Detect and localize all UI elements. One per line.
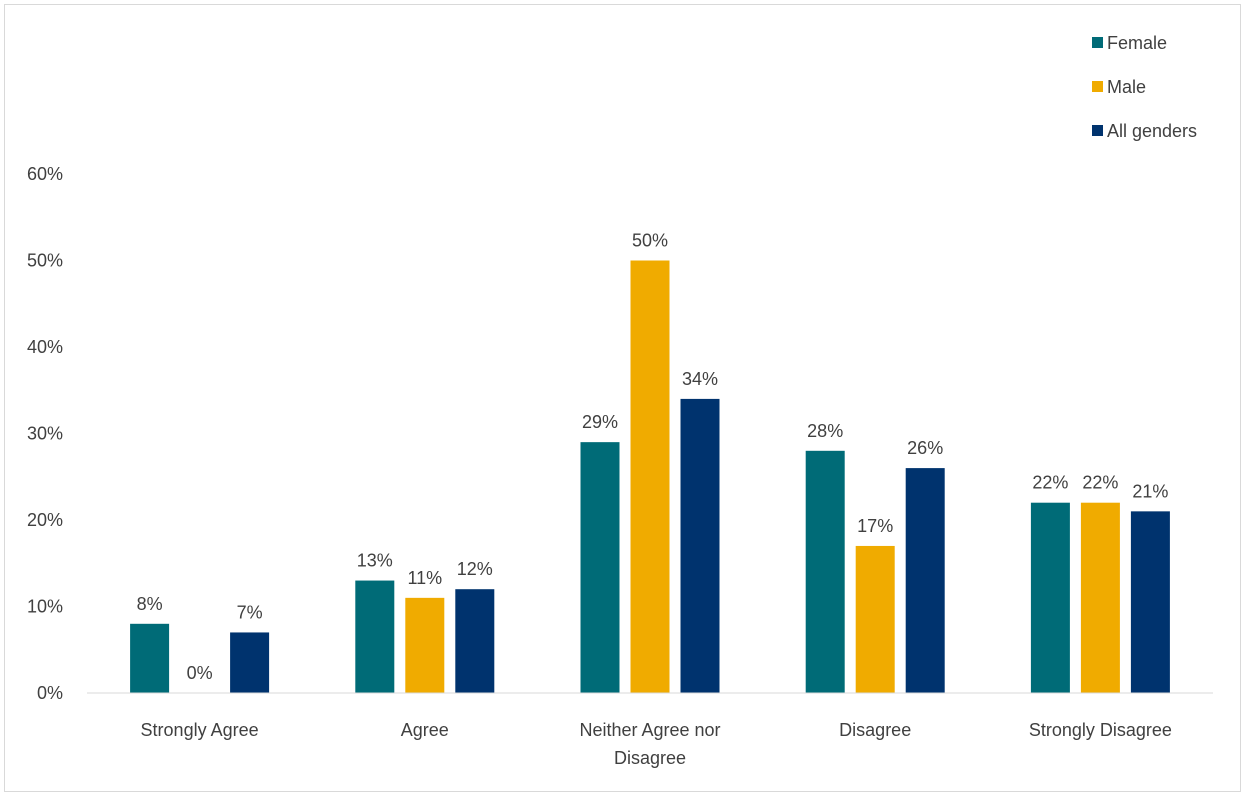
bar-all-genders bbox=[455, 589, 495, 693]
category-label: Strongly Agree bbox=[141, 720, 259, 740]
bar-male bbox=[855, 545, 895, 693]
y-tick-label: 0% bbox=[37, 683, 63, 703]
bar-female bbox=[580, 442, 620, 693]
category-label: Disagree bbox=[839, 720, 911, 740]
data-label: 22% bbox=[1082, 473, 1118, 493]
data-label: 8% bbox=[137, 594, 163, 614]
y-tick-label: 10% bbox=[27, 597, 63, 617]
y-tick-label: 30% bbox=[27, 424, 63, 444]
bar-all-genders bbox=[1130, 511, 1170, 693]
bar-male bbox=[405, 597, 445, 693]
data-label: 34% bbox=[682, 369, 718, 389]
data-label: 28% bbox=[807, 421, 843, 441]
bar-all-genders bbox=[905, 468, 945, 693]
bar-female bbox=[130, 623, 170, 693]
y-tick-label: 50% bbox=[27, 251, 63, 271]
data-label: 50% bbox=[632, 231, 668, 251]
category-label: Strongly Disagree bbox=[1029, 720, 1172, 740]
bar-female bbox=[1030, 502, 1070, 693]
legend-label: Male bbox=[1107, 77, 1146, 97]
y-tick-label: 60% bbox=[27, 164, 63, 184]
legend-label: All genders bbox=[1107, 121, 1197, 141]
bar-male bbox=[630, 260, 670, 693]
bar-female bbox=[805, 450, 845, 693]
legend-swatch bbox=[1092, 81, 1103, 92]
data-label: 13% bbox=[357, 551, 393, 571]
legend-label: Female bbox=[1107, 33, 1167, 53]
y-tick-label: 40% bbox=[27, 337, 63, 357]
bar-all-genders bbox=[230, 632, 270, 693]
data-label: 12% bbox=[457, 559, 493, 579]
category-label: Neither Agree nor Disagree bbox=[579, 720, 720, 768]
data-label: 21% bbox=[1132, 481, 1168, 501]
data-label: 29% bbox=[582, 412, 618, 432]
bar-female bbox=[355, 580, 395, 693]
y-tick-label: 20% bbox=[27, 510, 63, 530]
data-label: 22% bbox=[1032, 473, 1068, 493]
bar-chart: 0% 10% 20% 30% 40% 50% 60% 8% 0% 7% Strongly Agree… bbox=[27, 33, 1213, 768]
category-label: Agree bbox=[401, 720, 449, 740]
data-label: 26% bbox=[907, 438, 943, 458]
data-label: 0% bbox=[187, 663, 213, 683]
bar-all-genders bbox=[680, 398, 720, 693]
legend-swatch bbox=[1092, 37, 1103, 48]
data-label: 7% bbox=[237, 602, 263, 622]
chart-frame: 0% 10% 20% 30% 40% 50% 60% 8% 0% 7% Strongly Agree… bbox=[4, 4, 1241, 792]
data-label: 11% bbox=[407, 568, 442, 588]
bar-male bbox=[1080, 502, 1120, 693]
data-label: 17% bbox=[857, 516, 893, 536]
legend-swatch bbox=[1092, 125, 1103, 136]
